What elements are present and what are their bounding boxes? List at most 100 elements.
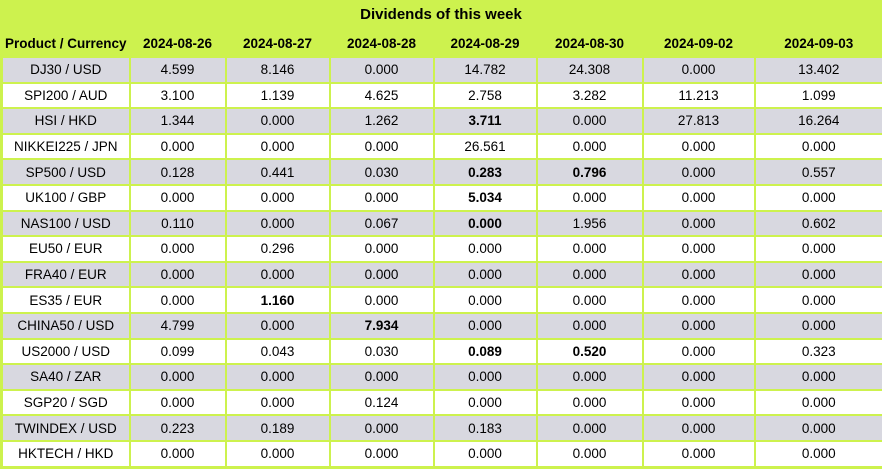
dividend-value-cell: 0.000 <box>328 439 435 469</box>
dividend-value-cell: 0.000 <box>641 439 756 469</box>
table-row: UK100 / GBP 0.000 0.000 0.000 5.034 0.000 0.00… <box>0 183 882 212</box>
dividend-value-cell: 0.000 <box>224 388 331 417</box>
dividend-value-cell: 1.099 <box>753 81 882 110</box>
column-header-date: 2024-08-26 <box>128 28 227 58</box>
table-row: TWINDEX / USD 0.223 0.189 0.000 0.183 0.000 0.… <box>0 414 882 442</box>
dividend-value-cell: 0.067 <box>328 209 435 238</box>
table-row: EU50 / EUR 0.000 0.296 0.000 0.000 0.000 0.000… <box>0 235 882 263</box>
product-cell: SA40 / ZAR <box>0 363 131 391</box>
dividend-value-cell: 3.100 <box>128 81 227 110</box>
dividend-value-cell: 0.000 <box>328 235 435 263</box>
table-row: SA40 / ZAR 0.000 0.000 0.000 0.000 0.000 0.000… <box>0 363 882 391</box>
column-header-date: 2024-08-29 <box>432 28 538 58</box>
dividend-value-cell: 0.000 <box>641 337 756 366</box>
product-cell: HSI / HKD <box>0 107 131 135</box>
dividend-value-cell: 0.000 <box>753 235 882 263</box>
dividend-value-cell: 0.000 <box>432 388 538 417</box>
dividend-value-cell: 0.000 <box>432 286 538 314</box>
dividend-value-cell: 0.000 <box>641 183 756 212</box>
dividend-value-cell: 0.000 <box>224 183 331 212</box>
product-cell: US2000 / USD <box>0 337 131 366</box>
dividend-value-cell: 0.000 <box>753 260 882 289</box>
dividend-value-cell: 0.223 <box>128 414 227 442</box>
table-row: US2000 / USD 0.099 0.043 0.030 0.089 0.520 0.0… <box>0 337 882 366</box>
product-cell: SP500 / USD <box>0 158 131 186</box>
product-cell: UK100 / GBP <box>0 183 131 212</box>
dividend-value-cell: 0.000 <box>641 414 756 442</box>
dividend-value-cell: 0.000 <box>224 311 331 340</box>
dividend-value-cell: 0.000 <box>753 363 882 391</box>
dividend-value-cell: 0.124 <box>328 388 435 417</box>
dividend-value-cell: 26.561 <box>432 132 538 161</box>
dividend-value-cell: 4.799 <box>128 311 227 340</box>
table-row: SPI200 / AUD 3.100 1.139 4.625 2.758 3.282 11.… <box>0 81 882 110</box>
dividend-value-cell: 7.934 <box>328 311 435 340</box>
dividend-value-cell: 0.128 <box>128 158 227 186</box>
product-cell: FRA40 / EUR <box>0 260 131 289</box>
column-header-product: Product / Currency <box>0 28 131 58</box>
dividend-value-cell: 0.000 <box>535 183 644 212</box>
table-row: DJ30 / USD 4.599 8.146 0.000 14.782 24.308 0.0… <box>0 56 882 84</box>
table-row: HKTECH / HKD 0.000 0.000 0.000 0.000 0.000 0.0… <box>0 439 882 469</box>
dividend-value-cell: 0.000 <box>328 132 435 161</box>
column-header-date: 2024-08-30 <box>535 28 644 58</box>
dividend-value-cell: 0.000 <box>328 363 435 391</box>
dividend-value-cell: 0.000 <box>432 209 538 238</box>
dividend-value-cell: 0.000 <box>753 388 882 417</box>
dividend-value-cell: 0.000 <box>328 286 435 314</box>
product-cell: TWINDEX / USD <box>0 414 131 442</box>
dividend-value-cell: 0.323 <box>753 337 882 366</box>
dividend-value-cell: 0.796 <box>535 158 644 186</box>
product-cell: NAS100 / USD <box>0 209 131 238</box>
dividend-value-cell: 0.000 <box>641 260 756 289</box>
dividend-value-cell: 8.146 <box>224 56 331 84</box>
dividend-value-cell: 0.000 <box>641 235 756 263</box>
dividend-value-cell: 0.000 <box>432 439 538 469</box>
dividend-value-cell: 0.000 <box>224 209 331 238</box>
dividend-value-cell: 0.189 <box>224 414 331 442</box>
dividend-value-cell: 0.000 <box>535 363 644 391</box>
dividend-value-cell: 0.000 <box>128 183 227 212</box>
dividend-value-cell: 0.602 <box>753 209 882 238</box>
dividend-value-cell: 1.139 <box>224 81 331 110</box>
table-row: CHINA50 / USD 4.799 0.000 7.934 0.000 0.000 0.… <box>0 311 882 340</box>
dividend-value-cell: 14.782 <box>432 56 538 84</box>
dividend-value-cell: 1.160 <box>224 286 331 314</box>
dividend-value-cell: 0.000 <box>432 260 538 289</box>
product-cell: CHINA50 / USD <box>0 311 131 340</box>
header-row: Product / Currency 2024-08-26 2024-08-27 2… <box>0 28 882 58</box>
dividend-value-cell: 0.000 <box>535 235 644 263</box>
dividend-value-cell: 27.813 <box>641 107 756 135</box>
dividend-value-cell: 0.000 <box>535 260 644 289</box>
dividend-value-cell: 0.000 <box>128 260 227 289</box>
dividend-value-cell: 0.000 <box>753 311 882 340</box>
dividend-value-cell: 0.000 <box>641 158 756 186</box>
dividend-value-cell: 0.000 <box>753 183 882 212</box>
dividend-value-cell: 0.000 <box>224 132 331 161</box>
table-row: HSI / HKD 1.344 0.000 1.262 3.711 0.000 27.813… <box>0 107 882 135</box>
dividend-value-cell: 0.283 <box>432 158 538 186</box>
dividend-value-cell: 0.000 <box>224 107 331 135</box>
dividend-value-cell: 0.000 <box>535 414 644 442</box>
product-cell: SGP20 / SGD <box>0 388 131 417</box>
dividend-value-cell: 0.000 <box>432 235 538 263</box>
dividend-value-cell: 0.000 <box>128 286 227 314</box>
table-row: ES35 / EUR 0.000 1.160 0.000 0.000 0.000 0.000… <box>0 286 882 314</box>
dividend-value-cell: 0.099 <box>128 337 227 366</box>
dividend-value-cell: 1.956 <box>535 209 644 238</box>
dividend-value-cell: 0.000 <box>641 132 756 161</box>
dividend-value-cell: 0.000 <box>753 414 882 442</box>
product-cell: HKTECH / HKD <box>0 439 131 469</box>
dividend-value-cell: 3.282 <box>535 81 644 110</box>
dividend-value-cell: 0.089 <box>432 337 538 366</box>
dividend-value-cell: 0.000 <box>224 260 331 289</box>
dividend-value-cell: 0.557 <box>753 158 882 186</box>
table-row: FRA40 / EUR 0.000 0.000 0.000 0.000 0.000 0.00… <box>0 260 882 289</box>
dividend-value-cell: 16.264 <box>753 107 882 135</box>
dividend-value-cell: 0.296 <box>224 235 331 263</box>
dividend-value-cell: 0.000 <box>224 439 331 469</box>
table-row: SGP20 / SGD 0.000 0.000 0.124 0.000 0.000 0.00… <box>0 388 882 417</box>
dividend-value-cell: 13.402 <box>753 56 882 84</box>
dividend-value-cell: 0.000 <box>753 132 882 161</box>
dividend-value-cell: 0.000 <box>641 388 756 417</box>
